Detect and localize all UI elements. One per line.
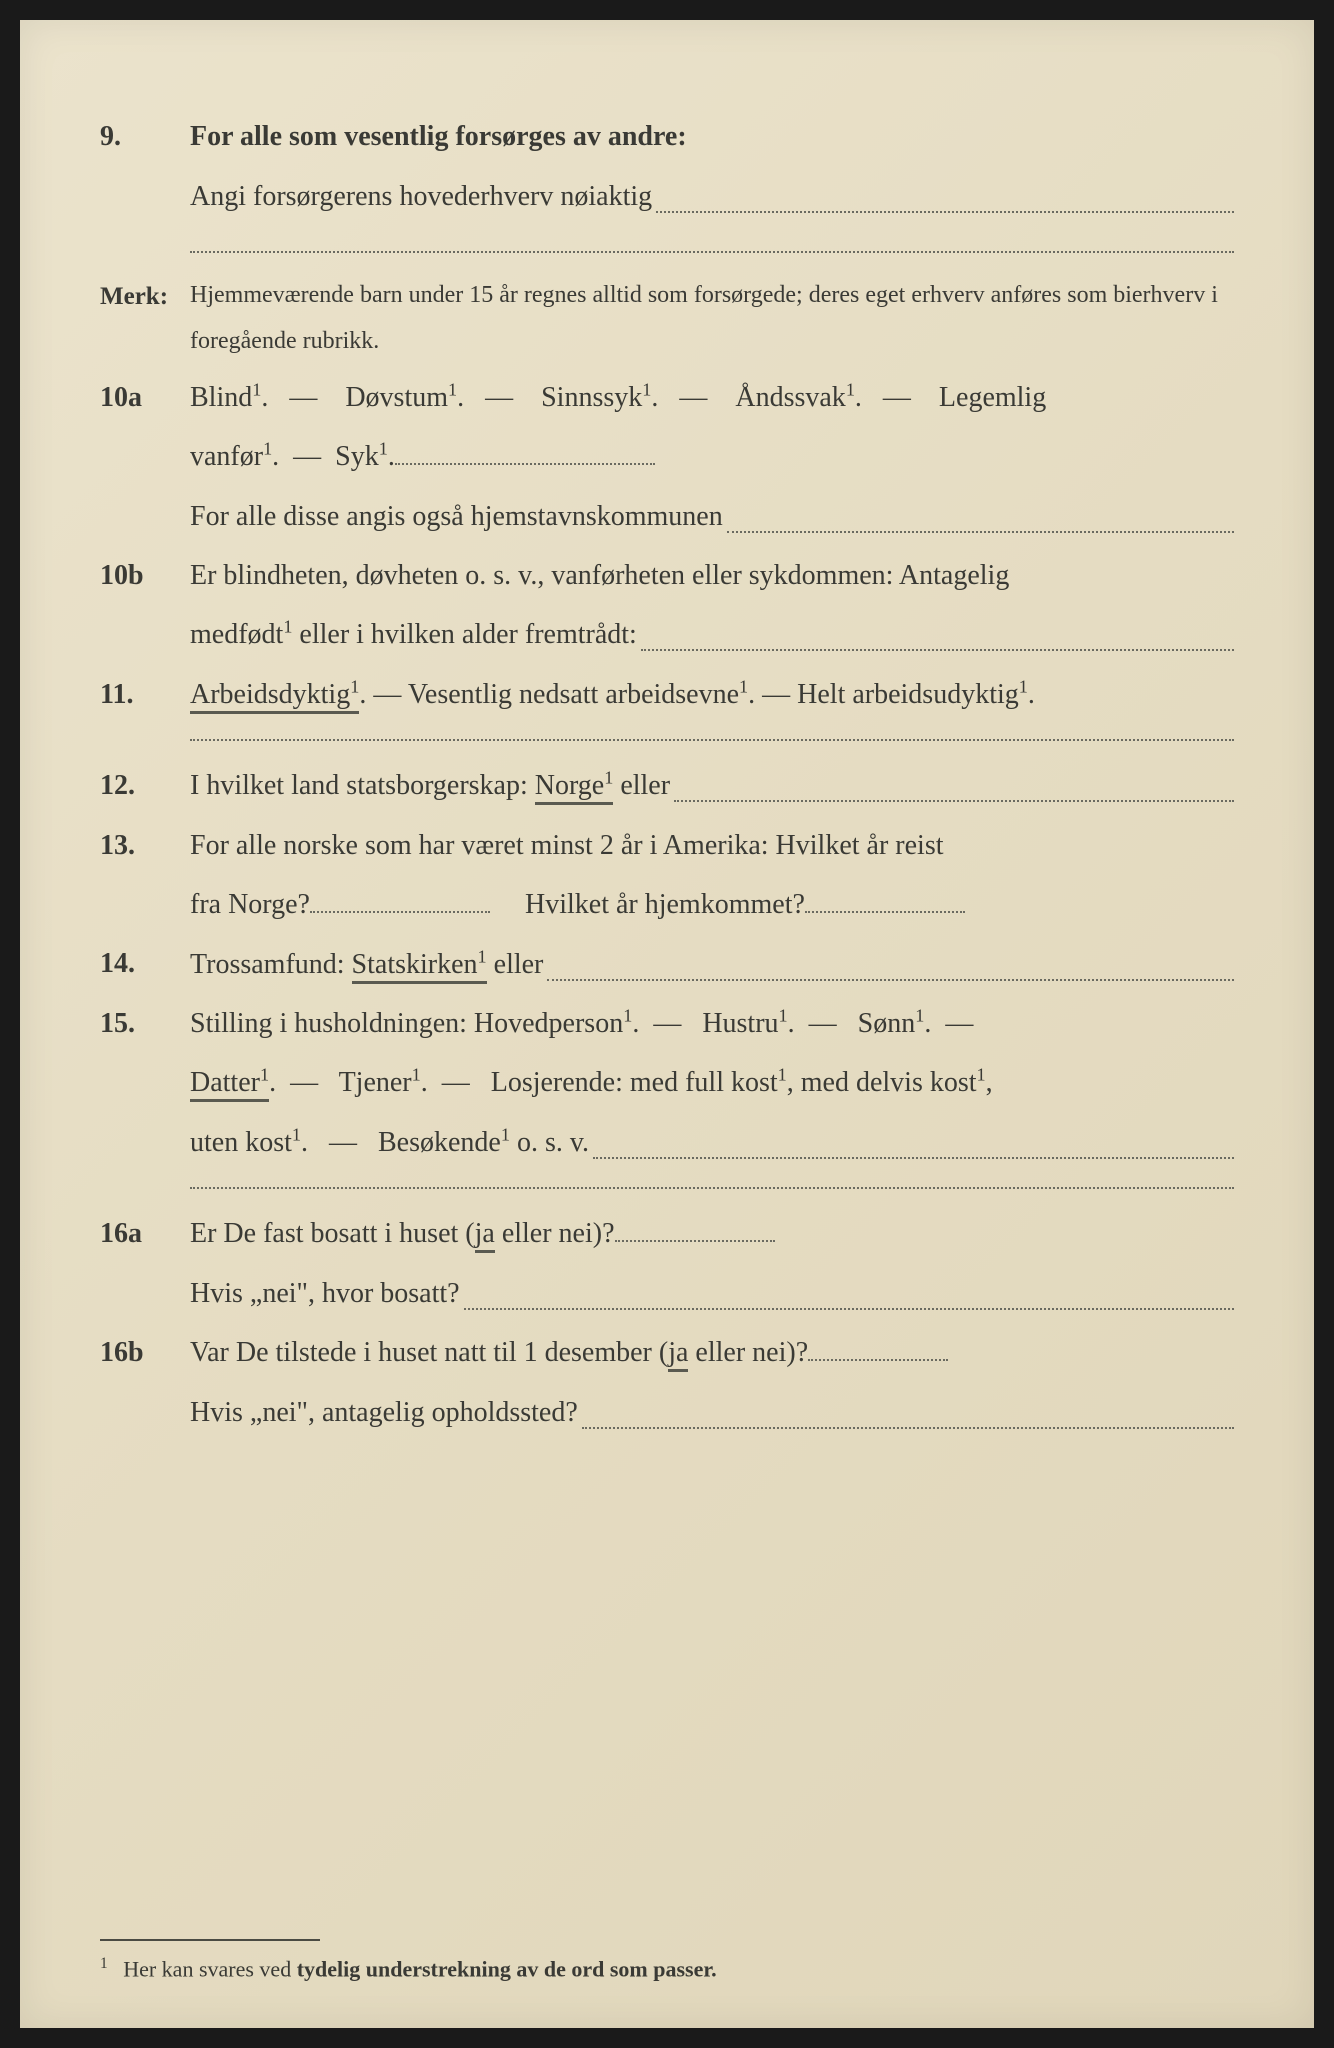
q12-number: 12. [100, 759, 190, 812]
dotted-line [674, 767, 1234, 803]
q14-row: 14. Trossamfund: Statskirken1 eller [100, 937, 1234, 991]
q10a-line3: For alle disse angis også hjemstavnskomm… [100, 489, 1234, 543]
q14-statskirken: Statskirken1 [352, 949, 487, 984]
dotted-line [310, 911, 490, 913]
dotted-line [582, 1393, 1234, 1429]
q11-row: 11. Arbeidsdyktig1. — Vesentlig nedsatt … [100, 668, 1234, 721]
q15-line1: Stilling i husholdningen: Hovedperson1. … [190, 997, 1234, 1050]
q12-row: 12. I hvilket land statsborgerskap: Norg… [100, 759, 1234, 813]
dotted-line [615, 1240, 775, 1242]
dotted-line [593, 1123, 1234, 1159]
q16a-number: 16a [100, 1207, 190, 1260]
q13-line1: For alle norske som har været minst 2 år… [190, 819, 1234, 872]
q11-number: 11. [100, 668, 190, 721]
q10a-content: Blind1. — Døvstum1. — Sinnssyk1. — Åndss… [190, 371, 1234, 424]
dotted-line [641, 616, 1234, 652]
q16b-row: 16b Var De tilstede i huset natt til 1 d… [100, 1326, 1234, 1379]
q16a-line2: Hvis „nei", hvor bosatt? [100, 1266, 1234, 1320]
q10a-number: 10a [100, 371, 190, 424]
q14-number: 14. [100, 937, 190, 990]
dotted-line [808, 1359, 948, 1361]
q16b-number: 16b [100, 1326, 190, 1379]
q10b-row: 10b Er blindheten, døvheten o. s. v., va… [100, 549, 1234, 602]
q11-content: Arbeidsdyktig1. — Vesentlig nedsatt arbe… [190, 668, 1234, 721]
q16b-ja: ja [668, 1337, 688, 1372]
q9-number: 9. [100, 110, 190, 163]
document-page: 9. For alle som vesentlig forsørges av a… [20, 20, 1314, 2028]
divider-dotted [190, 739, 1234, 741]
q10b-line2: medfødt1 eller i hvilken alder fremtrådt… [100, 608, 1234, 662]
q16a-row: 16a Er De fast bosatt i huset (ja eller … [100, 1207, 1234, 1260]
q16b-line2: Hvis „nei", antagelig opholdssted? [100, 1385, 1234, 1439]
dotted-line [464, 1274, 1234, 1310]
merk-row: Merk: Hjemmeværende barn under 15 år reg… [100, 273, 1234, 364]
q15-datter: Datter1 [190, 1067, 269, 1102]
q9-line2: Angi forsørgerens hovederhverv nøiaktig [100, 169, 1234, 223]
dotted-line [190, 229, 1234, 253]
q13-row: 13. For alle norske som har været minst … [100, 819, 1234, 872]
q9-line2-text: Angi forsørgerens hovederhverv nøiaktig [190, 170, 652, 223]
dotted-line [727, 497, 1234, 533]
q11-opt1: Arbeidsdyktig1 [190, 679, 359, 714]
dotted-line [805, 911, 965, 913]
q10b-line1: Er blindheten, døvheten o. s. v., vanfør… [190, 549, 1234, 602]
dotted-line [547, 945, 1234, 981]
q10b-number: 10b [100, 549, 190, 602]
q10a-row: 10a Blind1. — Døvstum1. — Sinnssyk1. — Å… [100, 371, 1234, 424]
q12-norge: Norge1 [535, 770, 614, 805]
dotted-line [656, 177, 1234, 213]
q13-line2: fra Norge? Hvilket år hjemkommet? [100, 878, 1234, 931]
q10a-line2: vanfør1. — Syk1. [100, 430, 1234, 483]
merk-text: Hjemmeværende barn under 15 år regnes al… [190, 273, 1234, 364]
q9-heading: For alle som vesentlig forsørges av andr… [190, 110, 1234, 163]
q15-row: 15. Stilling i husholdningen: Hovedperso… [100, 997, 1234, 1050]
q15-line2: Datter1. — Tjener1. — Losjerende: med fu… [100, 1056, 1234, 1109]
footnote: 1 Her kan svares ved tydelig understrekn… [100, 1955, 1234, 1982]
q9-row: 9. For alle som vesentlig forsørges av a… [100, 110, 1234, 163]
q16a-ja: ja [475, 1218, 495, 1253]
q13-number: 13. [100, 819, 190, 872]
dotted-line [395, 463, 655, 465]
q15-line3: uten kost1. — Besøkende1 o. s. v. [100, 1115, 1234, 1169]
divider-dotted [190, 1187, 1234, 1189]
q15-number: 15. [100, 997, 190, 1050]
merk-label: Merk: [100, 273, 190, 321]
footnote-rule [100, 1939, 320, 1941]
